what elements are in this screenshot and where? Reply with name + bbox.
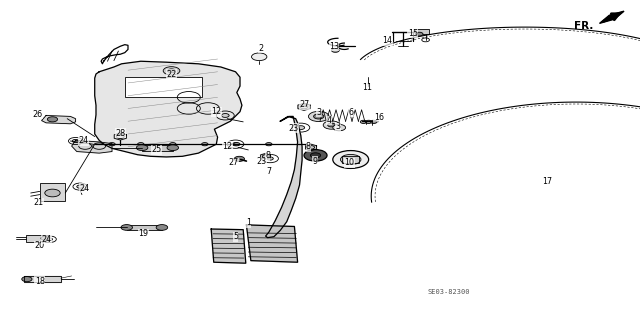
Circle shape: [365, 120, 372, 123]
Text: 5: 5: [233, 232, 238, 241]
Text: 3: 3: [316, 108, 321, 117]
Text: 24: 24: [79, 184, 90, 193]
Text: 14: 14: [382, 36, 392, 45]
Bar: [142, 145, 173, 151]
Circle shape: [163, 67, 180, 75]
Text: 19: 19: [138, 229, 148, 238]
Circle shape: [77, 185, 83, 188]
Text: 22: 22: [166, 70, 177, 78]
Circle shape: [333, 124, 346, 131]
Polygon shape: [246, 225, 298, 262]
Circle shape: [47, 117, 58, 122]
Circle shape: [323, 121, 340, 129]
Text: 23: 23: [288, 124, 298, 133]
Bar: [415, 29, 429, 34]
Text: FR.: FR.: [574, 20, 593, 31]
Circle shape: [333, 151, 369, 168]
Text: 26: 26: [32, 110, 42, 119]
Circle shape: [45, 189, 60, 197]
Circle shape: [297, 126, 305, 130]
Text: 23: 23: [256, 157, 266, 166]
Text: 8: 8: [265, 151, 270, 160]
Polygon shape: [260, 153, 271, 159]
Polygon shape: [95, 61, 242, 157]
Polygon shape: [211, 229, 246, 263]
Text: 17: 17: [542, 177, 552, 186]
Polygon shape: [305, 144, 317, 151]
Circle shape: [47, 238, 52, 241]
Text: 1: 1: [246, 218, 251, 227]
Circle shape: [371, 120, 377, 123]
Text: 9: 9: [312, 157, 317, 166]
Circle shape: [267, 157, 273, 160]
Circle shape: [221, 114, 229, 117]
Circle shape: [234, 143, 240, 146]
Circle shape: [170, 143, 176, 146]
Circle shape: [109, 143, 115, 146]
Circle shape: [202, 143, 208, 146]
Polygon shape: [266, 116, 302, 238]
Text: 3: 3: [335, 122, 340, 131]
Text: 24: 24: [41, 235, 51, 244]
Circle shape: [22, 277, 32, 282]
Text: 13: 13: [329, 42, 339, 51]
Circle shape: [136, 145, 148, 151]
Circle shape: [308, 111, 329, 122]
Polygon shape: [24, 276, 61, 282]
Text: 27: 27: [300, 100, 310, 109]
Circle shape: [234, 156, 244, 161]
Bar: [342, 156, 359, 163]
Circle shape: [41, 236, 49, 240]
Circle shape: [121, 225, 132, 230]
Bar: [127, 225, 162, 230]
Circle shape: [360, 120, 367, 123]
Text: 21: 21: [33, 198, 44, 207]
Text: 25: 25: [152, 145, 162, 154]
Text: 8: 8: [306, 142, 311, 151]
Circle shape: [314, 114, 324, 119]
Circle shape: [266, 143, 272, 146]
Text: 6: 6: [348, 108, 353, 117]
Circle shape: [72, 139, 79, 143]
Polygon shape: [42, 115, 76, 124]
Circle shape: [328, 123, 335, 127]
Polygon shape: [72, 140, 112, 153]
Text: 2: 2: [259, 44, 264, 53]
Circle shape: [156, 225, 168, 230]
Text: 12: 12: [211, 107, 221, 116]
Bar: [125, 77, 202, 97]
Bar: [26, 235, 48, 242]
Circle shape: [168, 69, 175, 73]
Text: 15: 15: [408, 29, 418, 38]
Circle shape: [340, 154, 361, 165]
Circle shape: [332, 48, 339, 52]
Text: 16: 16: [374, 113, 384, 122]
Circle shape: [304, 150, 327, 161]
Text: 7: 7: [266, 167, 271, 176]
Text: 12: 12: [222, 142, 232, 151]
Text: 24: 24: [78, 137, 88, 145]
Text: 4: 4: [326, 116, 332, 125]
Bar: [40, 183, 65, 201]
Circle shape: [167, 145, 179, 151]
Circle shape: [415, 32, 423, 36]
Polygon shape: [298, 103, 310, 110]
Text: 27: 27: [228, 158, 239, 167]
Text: 18: 18: [35, 277, 45, 286]
Circle shape: [252, 53, 267, 61]
Text: 20: 20: [35, 241, 45, 250]
Polygon shape: [600, 11, 624, 23]
Text: 11: 11: [362, 83, 372, 92]
Circle shape: [310, 153, 321, 158]
Polygon shape: [114, 133, 127, 140]
Circle shape: [138, 143, 144, 146]
Text: SE03-82300: SE03-82300: [428, 289, 470, 295]
Text: 10: 10: [344, 158, 355, 167]
Text: 28: 28: [115, 129, 125, 138]
Circle shape: [232, 143, 239, 146]
